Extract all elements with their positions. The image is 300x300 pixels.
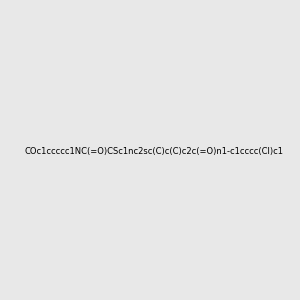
Text: COc1ccccc1NC(=O)CSc1nc2sc(C)c(C)c2c(=O)n1-c1cccc(Cl)c1: COc1ccccc1NC(=O)CSc1nc2sc(C)c(C)c2c(=O)n…: [24, 147, 283, 156]
